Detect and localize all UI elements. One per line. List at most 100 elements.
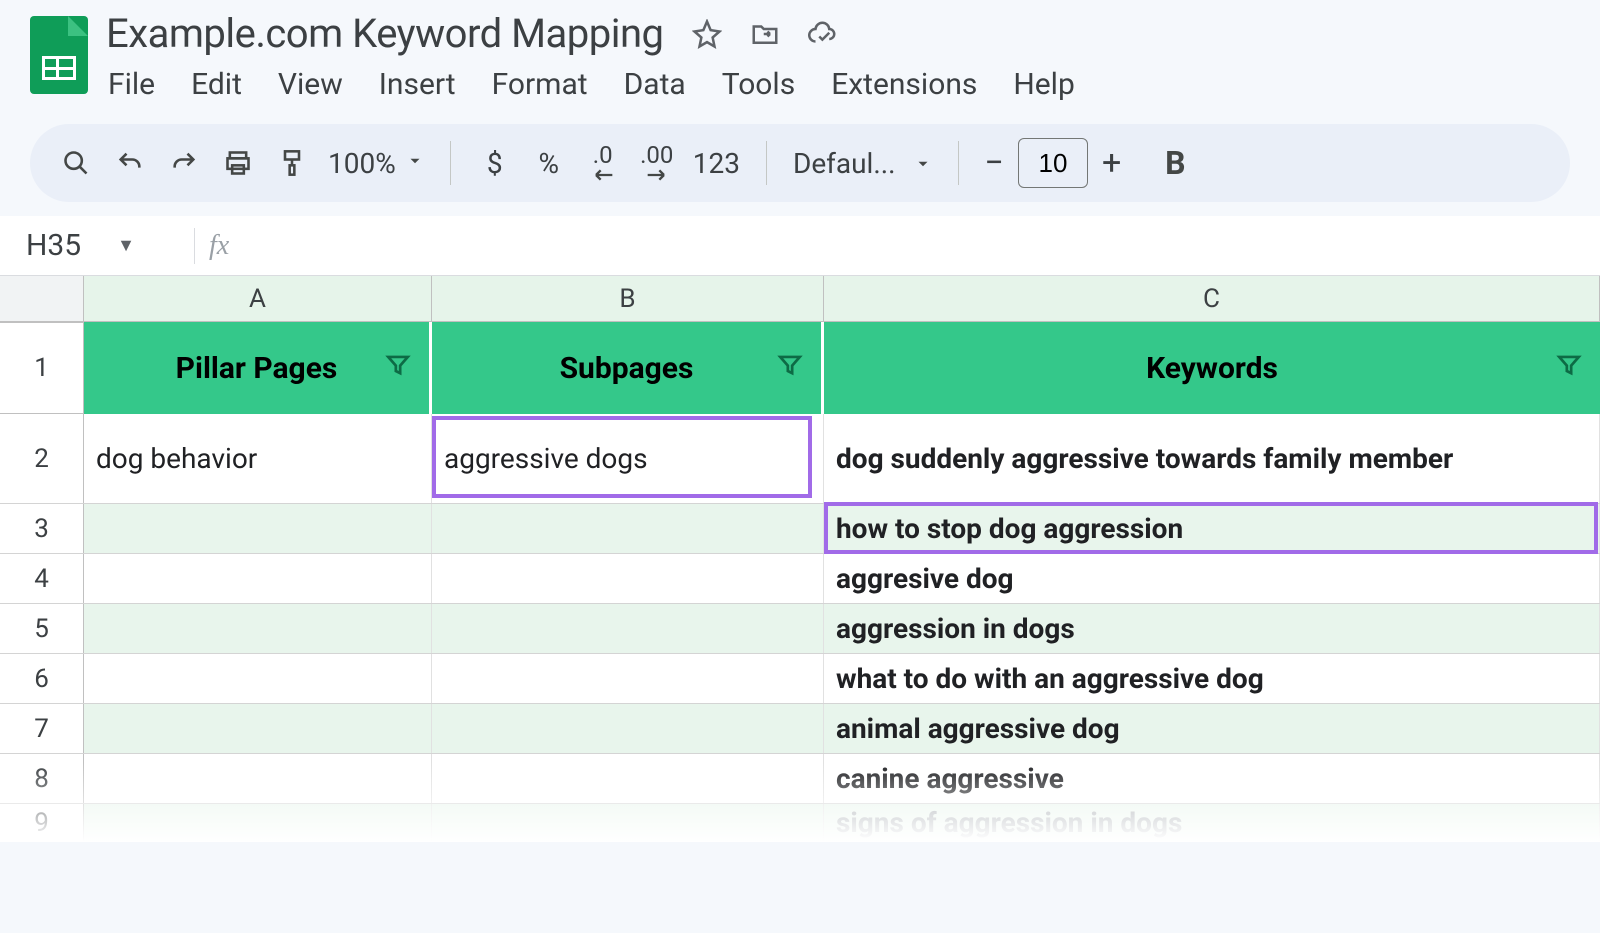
table-row: 8 canine aggressive	[0, 754, 1600, 804]
filter-icon[interactable]	[1556, 351, 1582, 386]
filter-icon[interactable]	[777, 351, 803, 386]
cell-c3[interactable]: how to stop dog aggression	[824, 504, 1600, 553]
cell-c2[interactable]: dog suddenly aggressive towards family m…	[824, 414, 1600, 503]
decrease-decimal-button[interactable]: .0	[585, 143, 621, 183]
table-row: 3 how to stop dog aggression	[0, 504, 1600, 554]
undo-icon[interactable]	[112, 143, 148, 183]
cell-b6[interactable]	[432, 654, 824, 703]
app-header: Example.com Keyword Mapping File Edit Vi…	[0, 0, 1600, 106]
cell-a6[interactable]	[84, 654, 432, 703]
menu-extensions[interactable]: Extensions	[829, 63, 979, 106]
menu-tools[interactable]: Tools	[720, 63, 797, 106]
cell-b3[interactable]	[432, 504, 824, 553]
column-header-a[interactable]: A	[84, 276, 432, 321]
currency-button[interactable]: $	[477, 143, 513, 183]
menu-view[interactable]: View	[276, 63, 345, 106]
separator	[958, 141, 959, 185]
paint-format-icon[interactable]	[274, 143, 310, 183]
menu-file[interactable]: File	[106, 63, 157, 106]
zoom-value: 100%	[328, 147, 396, 180]
row-header-1[interactable]: 1	[0, 322, 84, 414]
table-row: 1 Pillar Pages Subpages Keywords	[0, 322, 1600, 414]
font-size-group: − +	[985, 138, 1122, 188]
cell-c6[interactable]: what to do with an aggressive dog	[824, 654, 1600, 703]
increase-decimal-button[interactable]: .00	[639, 143, 675, 183]
font-size-input[interactable]	[1018, 138, 1088, 188]
column-header-b[interactable]: B	[432, 276, 824, 321]
search-icon[interactable]	[58, 143, 94, 183]
cell-b9[interactable]	[432, 804, 824, 841]
table-row: 5 aggression in dogs	[0, 604, 1600, 654]
sheets-logo[interactable]	[30, 16, 88, 94]
column-header-c[interactable]: C	[824, 276, 1600, 321]
cell-a5[interactable]	[84, 604, 432, 653]
toolbar: 100% $ % .0 .00 123 Defaul... − + B	[30, 124, 1570, 202]
cell-c5[interactable]: aggression in dogs	[824, 604, 1600, 653]
separator	[766, 141, 767, 185]
row-header-4[interactable]: 4	[0, 554, 84, 603]
redo-icon[interactable]	[166, 143, 202, 183]
zoom-select[interactable]: 100%	[328, 147, 424, 180]
select-all-corner[interactable]	[0, 276, 84, 321]
bold-button[interactable]: B	[1157, 143, 1193, 183]
menu-edit[interactable]: Edit	[189, 63, 244, 106]
header-pillar-pages[interactable]: Pillar Pages	[84, 322, 432, 414]
name-box[interactable]: H35 ▼	[10, 228, 180, 263]
menu-format[interactable]: Format	[490, 63, 590, 106]
table-row: 6 what to do with an aggressive dog	[0, 654, 1600, 704]
cell-a9[interactable]	[84, 804, 432, 841]
row-header-8[interactable]: 8	[0, 754, 84, 803]
row-header-5[interactable]: 5	[0, 604, 84, 653]
cell-a4[interactable]	[84, 554, 432, 603]
name-box-value: H35	[26, 228, 81, 263]
menu-data[interactable]: Data	[622, 63, 688, 106]
cell-b5[interactable]	[432, 604, 824, 653]
column-headers: A B C	[0, 276, 1600, 322]
percent-button[interactable]: %	[531, 143, 567, 183]
row-header-9[interactable]: 9	[0, 804, 84, 841]
header-subpages[interactable]: Subpages	[432, 322, 824, 414]
chevron-down-icon: ▼	[117, 235, 135, 256]
cell-a2[interactable]: dog behavior	[84, 414, 432, 503]
spreadsheet-grid: A B C 1 Pillar Pages Subpages Keywords	[0, 276, 1600, 842]
cell-b2[interactable]: aggressive dogs	[432, 414, 824, 503]
cell-a8[interactable]	[84, 754, 432, 803]
cell-b8[interactable]	[432, 754, 824, 803]
menu-help[interactable]: Help	[1011, 63, 1076, 106]
cell-c4[interactable]: aggresive dog	[824, 554, 1600, 603]
document-title[interactable]: Example.com Keyword Mapping	[106, 10, 664, 57]
cell-a3[interactable]	[84, 504, 432, 553]
table-row: 9 signs of aggression in dogs	[0, 804, 1600, 842]
decrease-font-icon[interactable]: −	[985, 143, 1004, 183]
table-row: 2 dog behavior aggressive dogs dog sudde…	[0, 414, 1600, 504]
chevron-down-icon	[914, 147, 932, 180]
row-header-2[interactable]: 2	[0, 414, 84, 503]
chevron-down-icon	[406, 152, 424, 174]
separator	[194, 228, 195, 264]
table-row: 4 aggresive dog	[0, 554, 1600, 604]
menu-insert[interactable]: Insert	[377, 63, 458, 106]
increase-font-icon[interactable]: +	[1102, 143, 1121, 183]
cell-c8[interactable]: canine aggressive	[824, 754, 1600, 803]
cell-b4[interactable]	[432, 554, 824, 603]
title-area: Example.com Keyword Mapping File Edit Vi…	[106, 10, 1600, 106]
row-header-7[interactable]: 7	[0, 704, 84, 753]
cell-b7[interactable]	[432, 704, 824, 753]
number-format-button[interactable]: 123	[693, 143, 740, 183]
formula-bar: H35 ▼ fx	[0, 216, 1600, 276]
row-header-6[interactable]: 6	[0, 654, 84, 703]
filter-icon[interactable]	[385, 351, 411, 386]
cell-a7[interactable]	[84, 704, 432, 753]
table-row: 7 animal aggressive dog	[0, 704, 1600, 754]
print-icon[interactable]	[220, 143, 256, 183]
separator	[450, 141, 451, 185]
move-to-folder-icon[interactable]	[750, 19, 780, 49]
row-header-3[interactable]: 3	[0, 504, 84, 553]
menu-bar: File Edit View Insert Format Data Tools …	[106, 63, 1600, 106]
star-icon[interactable]	[692, 19, 722, 49]
font-select[interactable]: Defaul...	[793, 147, 932, 180]
header-keywords[interactable]: Keywords	[824, 322, 1600, 414]
cell-c7[interactable]: animal aggressive dog	[824, 704, 1600, 753]
cloud-saved-icon[interactable]	[808, 19, 838, 49]
cell-c9[interactable]: signs of aggression in dogs	[824, 804, 1600, 841]
